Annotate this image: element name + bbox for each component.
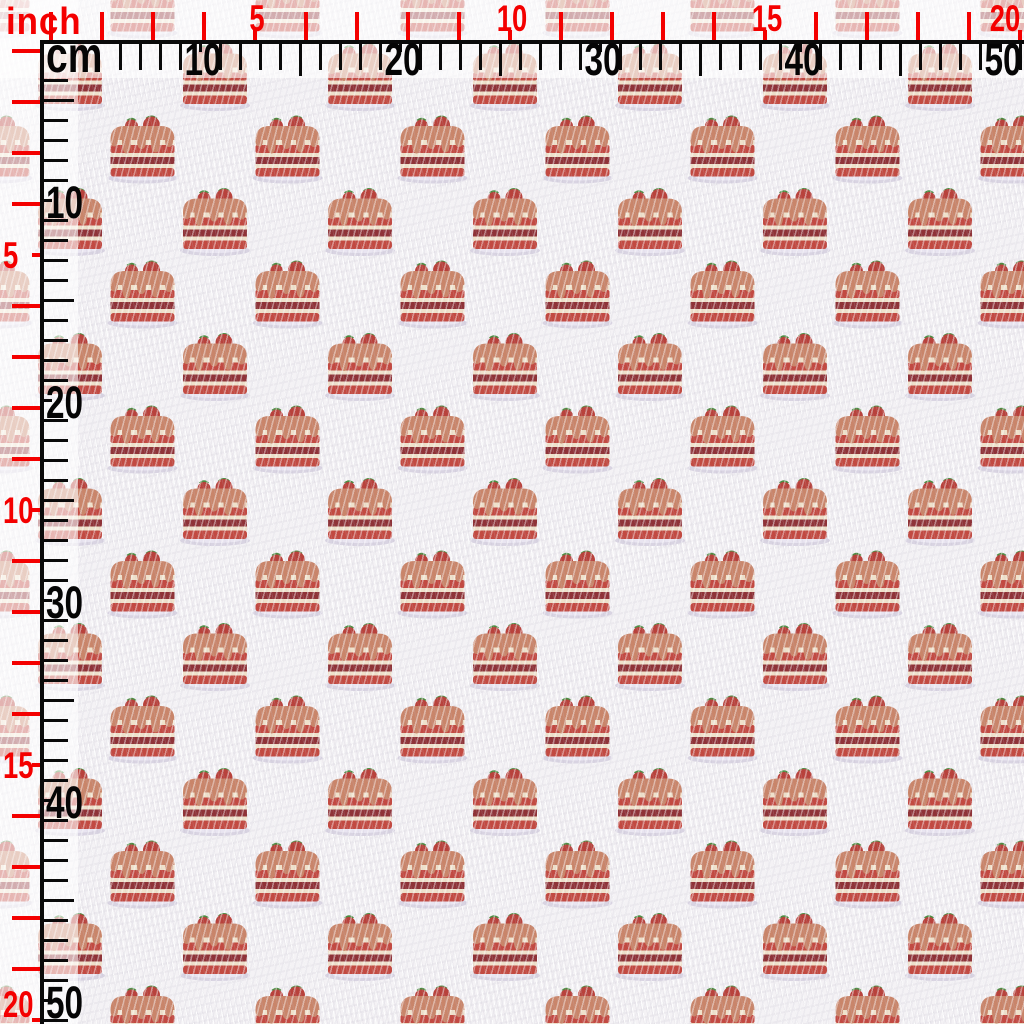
cake-motif xyxy=(397,985,468,1024)
cake-motif xyxy=(470,913,540,981)
cake-motif xyxy=(687,840,758,909)
cake-motif xyxy=(107,260,178,329)
cake-motif xyxy=(180,333,250,401)
cake-motif xyxy=(107,405,178,474)
cake-motif xyxy=(180,913,250,981)
cake-motif xyxy=(542,695,613,764)
cake-motif xyxy=(615,768,685,836)
cake-motif xyxy=(977,405,1024,474)
cake-motif xyxy=(397,260,468,329)
cake-motif xyxy=(252,405,323,474)
cake-motif xyxy=(107,115,178,184)
cake-motif xyxy=(542,405,613,474)
cake-motif xyxy=(325,768,395,836)
cake-motif xyxy=(542,550,613,619)
cake-motif xyxy=(832,260,903,329)
cake-motif xyxy=(325,913,395,981)
cake-motif xyxy=(470,333,540,401)
cake-motif xyxy=(760,333,830,401)
cake-motif xyxy=(832,405,903,474)
cake-motif xyxy=(687,115,758,184)
cake-motif xyxy=(905,478,975,546)
cake-motif xyxy=(760,768,830,836)
cake-motif xyxy=(180,188,250,256)
cake-motif xyxy=(252,985,323,1024)
cake-motif xyxy=(832,985,903,1024)
ruler-backdrop-left xyxy=(0,0,78,1024)
cake-motif xyxy=(977,550,1024,619)
cake-motif xyxy=(252,550,323,619)
cake-motif xyxy=(760,623,830,691)
cake-motif xyxy=(397,550,468,619)
cake-motif xyxy=(760,913,830,981)
cake-motif xyxy=(687,405,758,474)
cake-motif xyxy=(687,260,758,329)
cake-motif xyxy=(905,333,975,401)
cake-motif xyxy=(542,840,613,909)
cake-motif xyxy=(615,913,685,981)
cake-motif xyxy=(325,333,395,401)
cake-motif xyxy=(832,840,903,909)
cake-motif xyxy=(107,985,178,1024)
inch-unit-label: inch xyxy=(6,1,82,43)
cake-motif xyxy=(905,913,975,981)
cake-motif xyxy=(252,260,323,329)
cake-motif xyxy=(180,478,250,546)
cake-motif xyxy=(397,115,468,184)
cake-motif xyxy=(542,985,613,1024)
cake-motif xyxy=(687,695,758,764)
cake-motif xyxy=(325,188,395,256)
cm-unit-label: cm xyxy=(46,27,103,83)
cake-motif xyxy=(615,478,685,546)
cake-motif xyxy=(905,768,975,836)
cake-motif xyxy=(180,768,250,836)
cake-motif xyxy=(687,985,758,1024)
cake-motif xyxy=(832,115,903,184)
cake-motif xyxy=(470,768,540,836)
cake-motif xyxy=(542,115,613,184)
cake-motif xyxy=(905,188,975,256)
cake-motif xyxy=(760,188,830,256)
cake-motif xyxy=(325,623,395,691)
cake-motif xyxy=(977,840,1024,909)
cake-motif xyxy=(977,115,1024,184)
cake-motif xyxy=(977,260,1024,329)
cake-motif xyxy=(905,623,975,691)
cake-motif xyxy=(470,188,540,256)
cake-motif xyxy=(977,695,1024,764)
cake-motif xyxy=(107,550,178,619)
cake-motif xyxy=(687,550,758,619)
cake-motif xyxy=(542,260,613,329)
cake-motif xyxy=(107,695,178,764)
cake-motif xyxy=(397,405,468,474)
ruler-backdrop-top xyxy=(0,0,1024,78)
cake-motif xyxy=(252,840,323,909)
cake-motif xyxy=(252,695,323,764)
cake-motif xyxy=(977,985,1024,1024)
cake-motif xyxy=(832,695,903,764)
cake-motif xyxy=(325,478,395,546)
cake-motif xyxy=(832,550,903,619)
cake-motif xyxy=(470,623,540,691)
cake-motif xyxy=(615,188,685,256)
cake-motif xyxy=(180,623,250,691)
cake-motif xyxy=(397,695,468,764)
cake-motif xyxy=(397,840,468,909)
cake-motif xyxy=(470,478,540,546)
cake-motif xyxy=(615,333,685,401)
cake-motif xyxy=(615,623,685,691)
cake-motif xyxy=(252,115,323,184)
cake-motif xyxy=(107,840,178,909)
cake-motif xyxy=(760,478,830,546)
